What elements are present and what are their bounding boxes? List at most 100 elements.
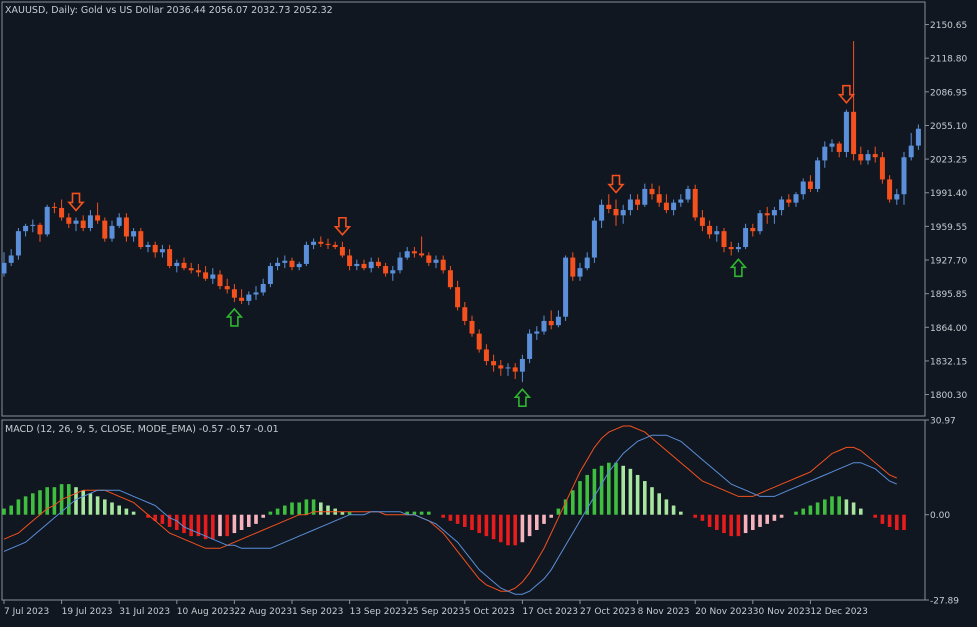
- candle-body: [296, 263, 302, 268]
- candle-body: [887, 179, 893, 200]
- macd-panel: 30.97 0.00 -27.89: [1, 417, 959, 607]
- candle-body: [851, 111, 857, 155]
- price-tick-label: 1800.30: [930, 391, 967, 401]
- candle-body: [368, 261, 374, 269]
- macd-histogram-bar: [67, 484, 71, 515]
- buy-arrow-icon: [225, 307, 244, 327]
- candle-body: [37, 224, 43, 235]
- macd-histogram-bar: [225, 514, 229, 537]
- macd-histogram-bar: [693, 514, 697, 518]
- macd-histogram-bar: [189, 514, 193, 537]
- candle-body: [872, 154, 878, 158]
- candle-body: [59, 207, 65, 218]
- macd-histogram-bar: [427, 511, 431, 515]
- candle-body: [404, 251, 410, 258]
- macd-histogram-bar: [304, 499, 309, 515]
- candle-body: [822, 146, 828, 161]
- candle-body: [599, 204, 605, 221]
- macd-frame-rect: [1, 419, 926, 601]
- macd-histogram-bar: [527, 514, 532, 537]
- candle-body: [80, 220, 86, 229]
- macd-histogram-bar: [578, 481, 582, 515]
- macd-histogram-bar: [592, 468, 597, 515]
- candle-body: [879, 157, 885, 180]
- macd-histogram-bar: [599, 465, 604, 515]
- candle-body: [267, 266, 273, 284]
- macd-histogram-bar: [196, 514, 201, 537]
- candle-body: [750, 228, 756, 232]
- candle-body: [73, 220, 79, 224]
- macd-histogram-bar: [477, 514, 481, 534]
- macd-histogram-bar: [319, 502, 323, 515]
- date-tick-label: 10 Aug 2023: [177, 607, 235, 617]
- macd-histogram-bar: [448, 514, 453, 521]
- macd-histogram-bar: [326, 505, 330, 515]
- candle-body: [663, 202, 669, 211]
- candle-body: [678, 199, 684, 203]
- date-tick-label: 7 Jul 2023: [4, 607, 49, 617]
- macd-histogram-bar: [124, 508, 129, 515]
- candle-body: [541, 320, 547, 332]
- macd-histogram-bar: [887, 514, 892, 527]
- candle-body: [836, 143, 842, 152]
- candles-layer: [1, 41, 921, 383]
- date-tick-label: 30 Nov 2023: [753, 607, 811, 617]
- macd-histogram-bar: [499, 514, 503, 543]
- candle-body: [570, 257, 576, 277]
- macd-histogram-bar: [52, 487, 57, 515]
- candle-body: [721, 231, 727, 248]
- macd-histogram-bar: [549, 514, 553, 518]
- candle-body: [332, 244, 338, 248]
- macd-histogram-bar: [751, 514, 755, 530]
- macd-main-line: [3, 434, 897, 595]
- price-tick-label: 1832.15: [930, 357, 967, 367]
- candle-body: [858, 154, 864, 161]
- macd-histogram-bar: [664, 499, 669, 515]
- date-tick-label: 19 Jul 2023: [62, 607, 113, 617]
- macd-histogram-bar: [218, 514, 222, 537]
- candle-body: [239, 297, 245, 301]
- price-axis: 2150.65 2118.80 2086.95 2055.10 2023.25 1991.…: [925, 21, 967, 401]
- candle-body: [30, 224, 36, 226]
- macd-histogram-bar: [830, 496, 834, 515]
- sell-arrow-icon: [607, 174, 625, 194]
- date-tick-label: 20 Nov 2023: [695, 607, 753, 617]
- macd-signal-line: [3, 425, 897, 592]
- macd-histogram-bar: [535, 514, 539, 530]
- candle-body: [188, 268, 194, 271]
- macd-histogram-bar: [779, 514, 784, 518]
- buy-arrow-icon: [513, 387, 532, 408]
- macd-histogram-bar: [16, 499, 21, 515]
- candle-body: [779, 199, 785, 211]
- candle-body: [627, 199, 633, 211]
- candle-body: [433, 259, 439, 263]
- candle-body: [138, 231, 144, 248]
- macd-histogram-bar: [470, 514, 474, 530]
- price-tick-label: 1927.70: [930, 257, 967, 267]
- macd-histogram-bar: [290, 502, 294, 515]
- candle-body: [584, 257, 590, 269]
- candle-body: [771, 210, 777, 216]
- candle-body: [375, 261, 381, 267]
- candle-body: [908, 145, 914, 158]
- buy-arrow-icon: [729, 258, 748, 278]
- macd-histogram-bar: [9, 505, 13, 515]
- candle-body: [210, 274, 216, 279]
- price-panel-frame: [1, 1, 926, 417]
- macd-histogram-bar: [563, 499, 568, 515]
- macd-histogram-bar: [801, 508, 805, 515]
- candle-body: [707, 225, 713, 235]
- candle-body: [728, 247, 734, 250]
- macd-histogram-bar: [2, 508, 6, 515]
- candle-body: [116, 217, 122, 226]
- macd-histogram-bar: [175, 514, 179, 530]
- macd-tick-label: 30.97: [930, 417, 956, 427]
- candle-body: [843, 111, 849, 152]
- macd-histogram-bar: [232, 514, 237, 534]
- candle-body: [807, 181, 813, 189]
- candle-body: [894, 194, 900, 200]
- candle-body: [282, 260, 288, 263]
- macd-histogram-bar: [211, 514, 215, 540]
- macd-histogram-bar: [103, 499, 107, 515]
